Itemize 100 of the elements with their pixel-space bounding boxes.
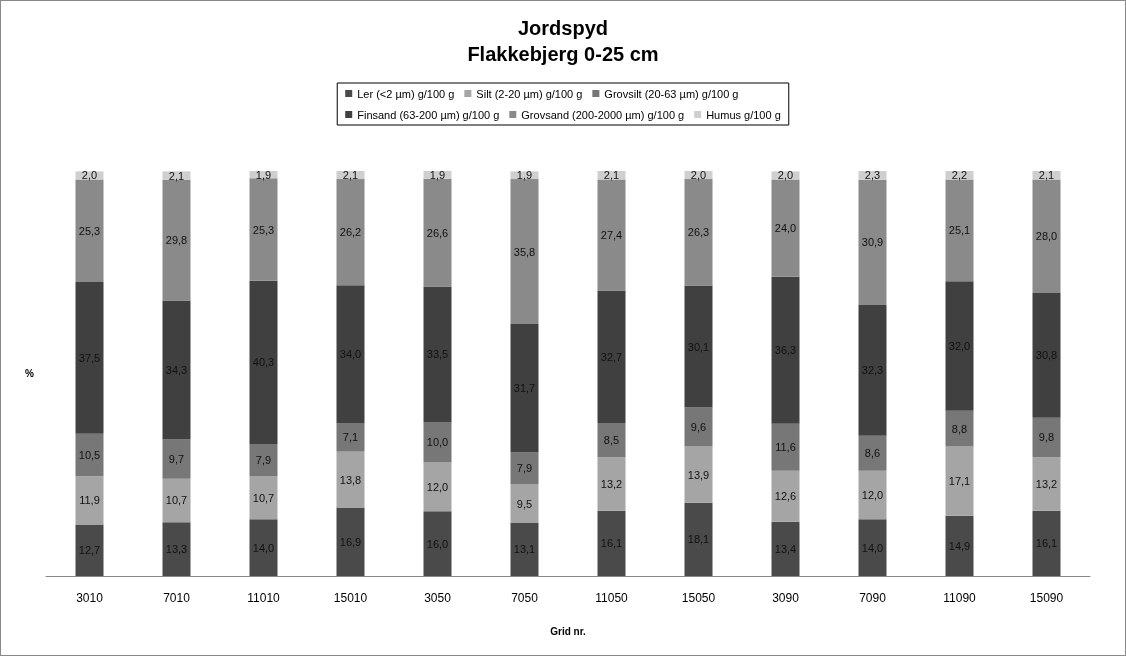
bar (858, 519, 887, 576)
data-label: 9,5 (516, 497, 533, 510)
bar (771, 423, 800, 471)
bar (597, 179, 626, 291)
bar (684, 285, 713, 408)
bar (423, 422, 452, 463)
data-label: 2,1 (603, 169, 620, 182)
data-label: 26,2 (339, 226, 362, 239)
bar (771, 470, 800, 522)
bar (597, 422, 626, 458)
bar (858, 305, 887, 436)
bar (162, 522, 191, 576)
bar (162, 439, 191, 479)
bar (336, 179, 365, 286)
data-label: 10,7 (165, 494, 188, 507)
data-label: 7,9 (255, 453, 272, 466)
data-label: 35,8 (513, 245, 536, 258)
data-label: 17,1 (948, 475, 971, 488)
data-label: 11,9 (79, 494, 100, 507)
data-label: 7,1 (342, 431, 359, 444)
data-label: 8,6 (864, 447, 881, 460)
bar (1032, 417, 1061, 458)
x-tick-label: 11010 (247, 591, 281, 605)
data-label: 25,3 (78, 224, 101, 237)
x-axis-title: Grid nr. (550, 625, 586, 637)
bar (771, 276, 800, 424)
x-tick-label: 7050 (511, 591, 539, 605)
bar (858, 179, 887, 306)
bar (510, 324, 539, 453)
data-label: 9,6 (690, 420, 707, 433)
data-label: 25,1 (948, 224, 971, 237)
data-label: 8,8 (951, 422, 968, 435)
bar (684, 179, 713, 286)
bar (945, 179, 974, 282)
data-label: 12,6 (774, 490, 797, 503)
bar (249, 443, 278, 476)
data-label: 2,0 (690, 169, 707, 182)
bar (510, 452, 539, 485)
bar (771, 179, 800, 277)
bar (945, 515, 974, 576)
bar (1032, 292, 1061, 418)
data-label: 12,0 (426, 480, 449, 493)
data-label: 2,1 (168, 169, 185, 182)
data-label: 10,7 (252, 491, 275, 504)
x-tick-label: 11050 (595, 591, 629, 605)
bar (75, 476, 104, 525)
legend-label: Grovsilt (20-63 µm) g/100 g (604, 87, 739, 100)
x-tick-label: 7090 (859, 591, 887, 605)
legend-label: Ler (<2 µm) g/100 g (357, 87, 455, 100)
data-label: 1,9 (429, 168, 446, 181)
bar (249, 519, 278, 576)
legend-label: Silt (2-20 µm) g/100 g (476, 87, 583, 100)
data-label: 13,2 (600, 478, 623, 491)
bar (423, 286, 452, 423)
data-label: 12,0 (861, 489, 884, 501)
data-label: 13,3 (165, 543, 188, 556)
bar (336, 285, 365, 423)
bar (423, 462, 452, 512)
bar (75, 281, 104, 434)
chart-subtitle: Flakkebjerg 0-25 cm (467, 43, 659, 65)
data-label: 13,2 (1035, 478, 1058, 491)
x-tick-label: 11090 (943, 591, 977, 605)
x-tick-label: 3050 (424, 591, 452, 605)
data-label: 26,3 (687, 226, 710, 239)
data-label: 2,3 (864, 169, 881, 182)
data-label: 30,9 (861, 236, 884, 249)
data-label: 8,5 (603, 434, 620, 447)
data-label: 14,0 (252, 541, 275, 554)
data-label: 1,9 (516, 169, 533, 182)
data-label: 13,8 (339, 473, 362, 486)
bar (510, 522, 539, 576)
data-label: 16,1 (1035, 537, 1058, 550)
data-label: 29,8 (165, 234, 188, 247)
bar (249, 475, 278, 520)
bar (684, 502, 713, 576)
bar (510, 179, 539, 325)
bar (336, 422, 365, 452)
bar (249, 280, 278, 444)
data-label: 11,6 (775, 441, 796, 454)
bar (162, 478, 191, 523)
data-label: 9,7 (168, 453, 185, 466)
data-label: 25,3 (252, 223, 275, 236)
bar (597, 457, 626, 511)
data-label: 18,1 (687, 533, 710, 546)
data-label: 13,1 (513, 543, 536, 556)
bar (75, 179, 104, 282)
bar (858, 470, 887, 520)
legend-label: Finsand (63-200 µm) g/100 g (357, 108, 500, 121)
x-tick-label: 15050 (681, 591, 716, 605)
bar (945, 281, 974, 411)
bar (75, 433, 104, 477)
data-label: 16,1 (600, 537, 623, 550)
bar (684, 446, 713, 503)
data-label: 10,5 (78, 449, 101, 462)
data-label: 10,0 (426, 436, 449, 449)
bar (945, 446, 974, 516)
data-label: 2,2 (951, 169, 968, 182)
bar (597, 290, 626, 423)
bar (510, 484, 539, 523)
data-label: 13,4 (774, 542, 797, 555)
